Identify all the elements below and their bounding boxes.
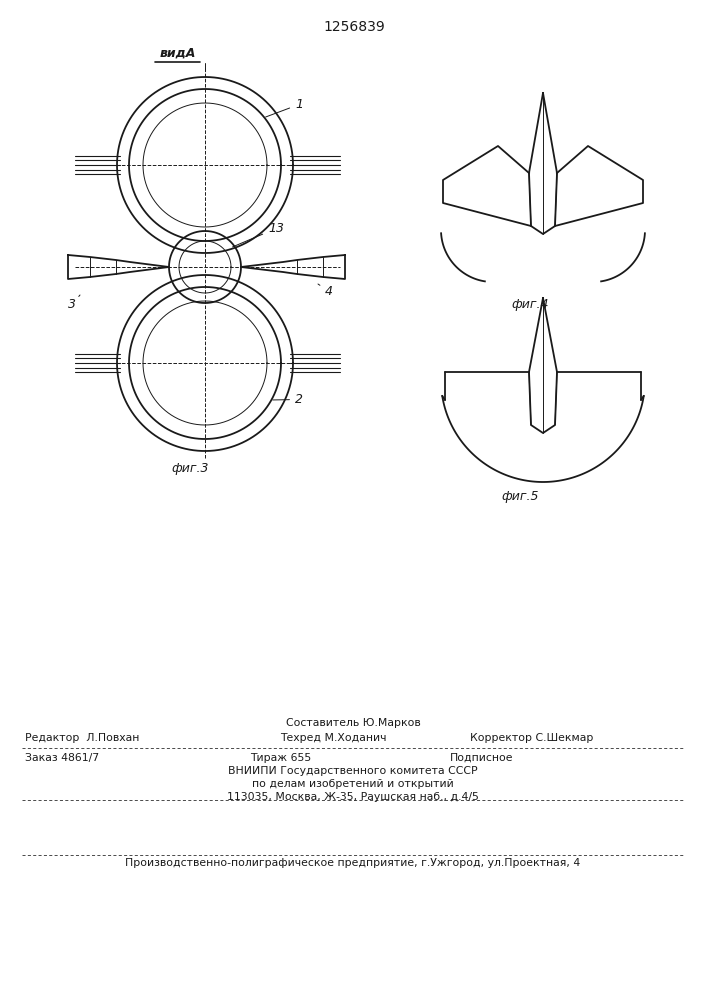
Text: Корректор С.Шекмар: Корректор С.Шекмар	[470, 733, 593, 743]
Text: 1256839: 1256839	[323, 20, 385, 34]
Text: Производственно-полиграфическое предприятие, г.Ужгород, ул.Проектная, 4: Производственно-полиграфическое предприя…	[125, 858, 580, 868]
Text: по делам изобретений и открытий: по делам изобретений и открытий	[252, 779, 454, 789]
Text: 1: 1	[266, 98, 303, 117]
Text: Заказ 4861/7: Заказ 4861/7	[25, 753, 99, 763]
Text: Тираж 655: Тираж 655	[250, 753, 311, 763]
Text: 113035, Москва, Ж-35, Раушская наб., д.4/5: 113035, Москва, Ж-35, Раушская наб., д.4…	[227, 792, 479, 802]
Text: 3: 3	[68, 295, 80, 311]
Text: 4: 4	[318, 284, 333, 298]
Text: ВНИИПИ Государственного комитета СССР: ВНИИПИ Государственного комитета СССР	[228, 766, 478, 776]
Text: фиг.4: фиг.4	[511, 298, 549, 311]
Text: фиг.5: фиг.5	[501, 490, 539, 503]
Text: Подписное: Подписное	[450, 753, 513, 763]
Text: 13: 13	[233, 222, 284, 247]
Text: 2: 2	[273, 393, 303, 406]
Text: фиг.3: фиг.3	[171, 462, 209, 475]
Text: Составитель Ю.Марков: Составитель Ю.Марков	[286, 718, 421, 728]
Text: Редактор  Л.Повхан: Редактор Л.Повхан	[25, 733, 139, 743]
Text: Техред М.Ходанич: Техред М.Ходанич	[280, 733, 387, 743]
Text: видA: видA	[160, 47, 196, 60]
